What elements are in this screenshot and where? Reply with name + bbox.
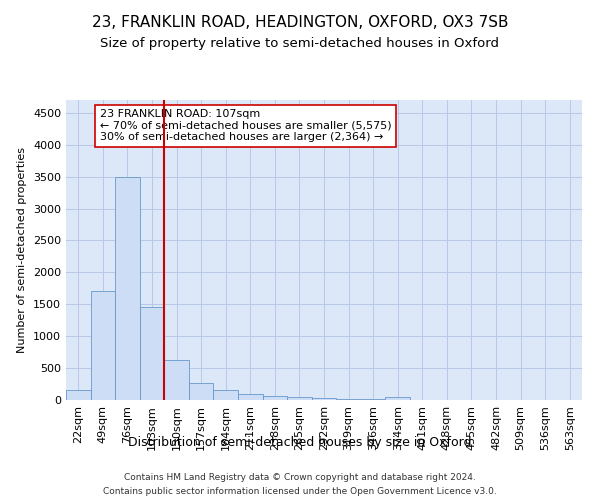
- Bar: [312, 398, 336, 400]
- Text: Contains public sector information licensed under the Open Government Licence v3: Contains public sector information licen…: [103, 488, 497, 496]
- Text: Contains HM Land Registry data © Crown copyright and database right 2024.: Contains HM Land Registry data © Crown c…: [124, 472, 476, 482]
- Bar: [140, 308, 164, 400]
- Text: 23 FRANKLIN ROAD: 107sqm
← 70% of semi-detached houses are smaller (5,575)
30% o: 23 FRANKLIN ROAD: 107sqm ← 70% of semi-d…: [100, 109, 391, 142]
- Bar: [361, 399, 385, 400]
- Text: Size of property relative to semi-detached houses in Oxford: Size of property relative to semi-detach…: [101, 38, 499, 51]
- Bar: [189, 384, 214, 400]
- Bar: [164, 360, 189, 400]
- Bar: [336, 399, 361, 400]
- Bar: [91, 292, 115, 400]
- Bar: [115, 176, 140, 400]
- Text: 23, FRANKLIN ROAD, HEADINGTON, OXFORD, OX3 7SB: 23, FRANKLIN ROAD, HEADINGTON, OXFORD, O…: [92, 15, 508, 30]
- Bar: [66, 390, 91, 400]
- Bar: [263, 396, 287, 400]
- Bar: [238, 394, 263, 400]
- Y-axis label: Number of semi-detached properties: Number of semi-detached properties: [17, 147, 28, 353]
- Text: Distribution of semi-detached houses by size in Oxford: Distribution of semi-detached houses by …: [128, 436, 472, 449]
- Bar: [385, 397, 410, 400]
- Bar: [287, 397, 312, 400]
- Bar: [214, 390, 238, 400]
